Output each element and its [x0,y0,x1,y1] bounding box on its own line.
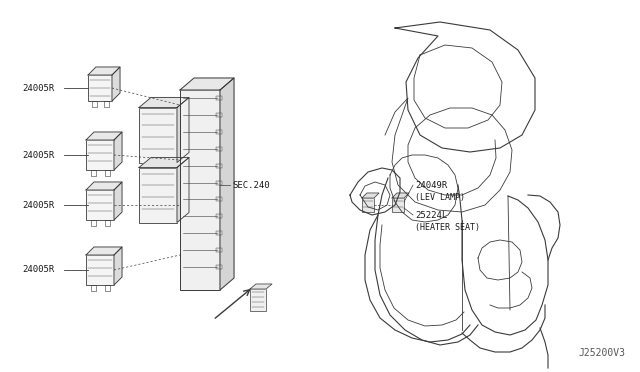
Bar [216,248,222,252]
Bar [180,90,220,290]
Text: (HEATER SEAT): (HEATER SEAT) [415,222,480,231]
Polygon shape [180,78,234,90]
Bar [392,198,404,212]
Polygon shape [114,247,122,285]
Bar [86,190,114,220]
Text: 24049R: 24049R [415,180,447,189]
Polygon shape [177,157,189,222]
Bar [216,113,222,117]
Bar [90,285,95,291]
Bar [216,231,222,235]
Polygon shape [86,247,122,255]
Bar [362,198,374,212]
Polygon shape [220,78,234,290]
Bar [139,108,177,163]
Bar [104,170,109,176]
Text: 24005R: 24005R [22,151,54,160]
Bar [216,214,222,218]
Bar [216,265,222,269]
Polygon shape [114,132,122,170]
Text: (LEV LAMP): (LEV LAMP) [415,192,465,202]
Polygon shape [86,182,122,190]
Polygon shape [139,157,189,167]
Text: SEC.240: SEC.240 [232,180,269,189]
Bar [250,289,266,311]
Polygon shape [139,97,189,108]
Text: J25200V3: J25200V3 [578,348,625,358]
Bar [90,170,95,176]
Polygon shape [392,193,409,198]
Polygon shape [362,193,379,198]
Bar [139,167,177,222]
Bar [216,198,222,202]
Bar [216,164,222,168]
Bar [86,140,114,170]
Polygon shape [86,132,122,140]
Bar [92,101,97,107]
Bar [86,255,114,285]
Text: 24005R: 24005R [22,201,54,209]
Bar [90,220,95,226]
Polygon shape [177,97,189,163]
Bar [104,285,109,291]
Bar [104,220,109,226]
Polygon shape [250,284,272,289]
Text: 24005R: 24005R [22,83,54,93]
Text: 24005R: 24005R [22,266,54,275]
Text: 25224L: 25224L [415,211,447,219]
Polygon shape [112,67,120,101]
Polygon shape [88,67,120,75]
Bar [216,96,222,100]
Bar [88,75,112,101]
Polygon shape [114,182,122,220]
Bar [104,101,109,107]
Bar [216,147,222,151]
Bar [216,130,222,134]
Bar [216,180,222,185]
